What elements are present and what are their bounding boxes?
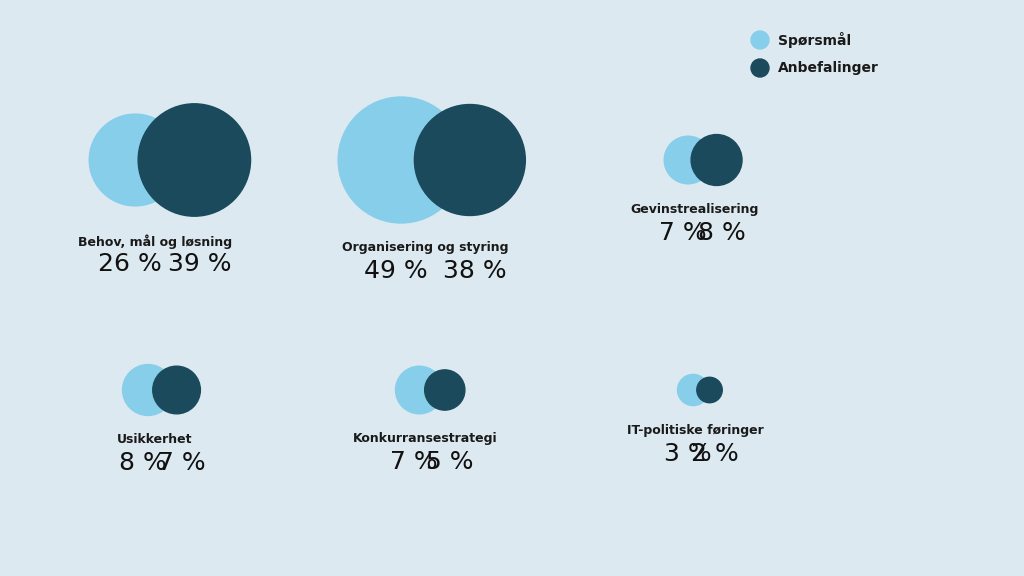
Text: 8 %: 8 %	[697, 221, 745, 245]
Circle shape	[138, 104, 251, 216]
Circle shape	[665, 136, 712, 184]
Text: 7 %: 7 %	[158, 452, 206, 475]
Circle shape	[751, 59, 769, 77]
Circle shape	[395, 366, 443, 414]
Text: Anbefalinger: Anbefalinger	[778, 61, 879, 75]
Circle shape	[153, 366, 201, 414]
Text: 7 %: 7 %	[659, 221, 707, 245]
Text: 26 %: 26 %	[98, 252, 162, 276]
Circle shape	[338, 97, 464, 223]
Text: 2 %: 2 %	[690, 442, 738, 465]
Text: IT-politiske føringer: IT-politiske føringer	[627, 423, 763, 437]
Text: 7 %: 7 %	[390, 450, 438, 474]
Circle shape	[415, 104, 525, 215]
Circle shape	[123, 365, 173, 415]
Circle shape	[696, 377, 722, 403]
Circle shape	[678, 374, 709, 406]
Text: 38 %: 38 %	[443, 259, 507, 283]
Circle shape	[691, 135, 742, 185]
Text: Spørsmål: Spørsmål	[778, 32, 851, 48]
Text: Usikkerhet: Usikkerhet	[118, 434, 193, 446]
Text: 5 %: 5 %	[426, 450, 473, 474]
Circle shape	[425, 370, 465, 410]
Text: Gevinstrealisering: Gevinstrealisering	[631, 203, 759, 217]
Text: Behov, mål og løsning: Behov, mål og løsning	[78, 234, 232, 249]
Text: 39 %: 39 %	[168, 252, 231, 276]
Text: Organisering og styring: Organisering og styring	[342, 241, 508, 254]
Circle shape	[751, 31, 769, 49]
Circle shape	[89, 114, 181, 206]
Text: 8 %: 8 %	[119, 452, 167, 475]
Text: Konkurransestrategi: Konkurransestrategi	[352, 432, 498, 445]
Text: 49 %: 49 %	[365, 259, 428, 283]
Text: 3 %: 3 %	[665, 442, 712, 465]
